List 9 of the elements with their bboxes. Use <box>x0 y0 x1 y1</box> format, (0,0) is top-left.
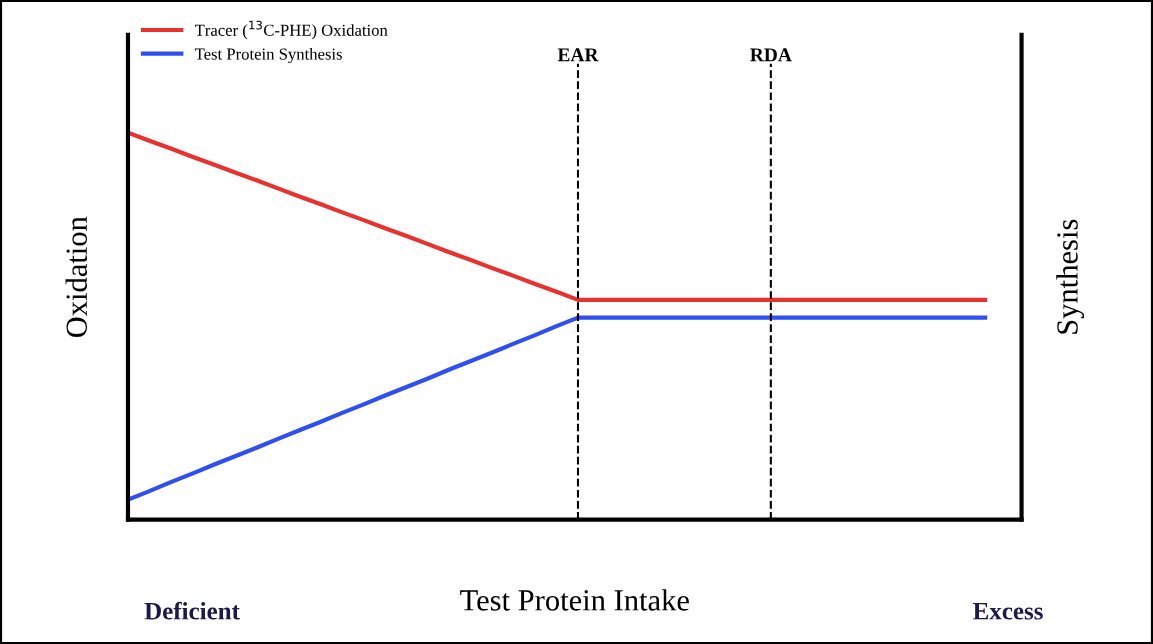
legend-label: Test Protein Synthesis <box>194 47 342 64</box>
legend-label: Tracer ($^{13}$C-PHE) Oxidation <box>194 20 388 40</box>
x-tick-label: RDA <box>750 48 792 62</box>
text: Excess <box>973 602 1043 620</box>
x-tick-label: EAR <box>557 48 599 62</box>
text: Deficient <box>144 601 240 620</box>
y2-axis-title: Synthesis <box>1056 219 1085 334</box>
x-axis-title: Test Protein Intake <box>460 589 689 611</box>
y-axis-title: Oxidation <box>65 216 88 338</box>
